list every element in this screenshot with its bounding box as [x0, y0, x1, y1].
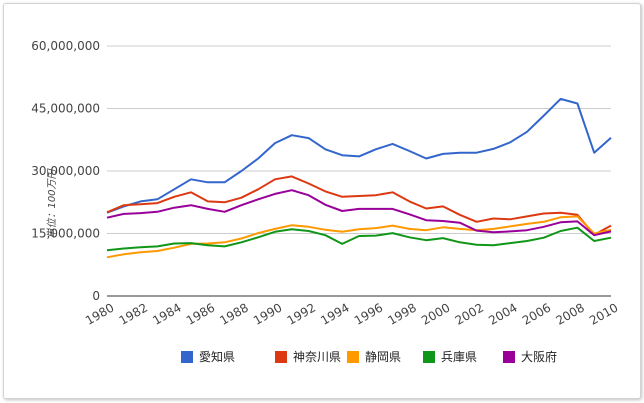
- series-line-4: [106, 226, 612, 252]
- legend-swatch: [181, 351, 193, 363]
- y-axis-label: 単位：100万円: [46, 167, 58, 238]
- line-chart: 0 15,000,000 30,000,000 45,000,000 60,000,00…: [31, 39, 620, 364]
- y-tick-label: 15,000,000: [31, 227, 100, 241]
- y-tick-label: 30,000,000: [31, 164, 100, 178]
- legend-swatch: [423, 351, 435, 363]
- grid-lines: [107, 45, 611, 297]
- x-tick-label: 1998: [385, 300, 418, 327]
- legend-label: 静岡県: [365, 350, 401, 364]
- x-tick-label: 2002: [453, 300, 486, 327]
- legend: 愛知県 神奈川県 静岡県 兵庫県 大阪府: [181, 349, 557, 364]
- x-tick-label: 2008: [553, 300, 586, 327]
- legend-item: 大阪府: [503, 349, 557, 364]
- legend-label: 愛知県: [199, 350, 235, 364]
- series-lines: [106, 97, 612, 259]
- x-tick-label: 1994: [318, 300, 351, 327]
- legend-swatch: [347, 351, 359, 363]
- series-line-1: [106, 97, 612, 214]
- legend-label: 大阪府: [521, 349, 557, 364]
- y-tick-labels: 0 15,000,000 30,000,000 45,000,000 60,000,00…: [31, 39, 100, 303]
- x-tick-label: 1980: [83, 300, 116, 327]
- series-line-2: [106, 175, 612, 236]
- x-tick-label: 1986: [184, 300, 217, 327]
- x-tick-labels: 1980 1982 1984 1986 1988 1990 1992 1994 1996 1998…: [83, 300, 620, 327]
- y-tick-label: 45,000,000: [31, 102, 100, 116]
- legend-item: 兵庫県: [423, 350, 477, 364]
- x-tick-label: 1982: [117, 300, 150, 327]
- x-tick-label: 2006: [520, 300, 553, 327]
- series-line-5: [106, 189, 612, 237]
- chart-frame: 0 15,000,000 30,000,000 45,000,000 60,000,00…: [3, 3, 641, 399]
- legend-label: 神奈川県: [293, 350, 341, 364]
- legend-item: 静岡県: [347, 350, 401, 364]
- x-tick-label: 1992: [285, 300, 318, 327]
- x-tick-label: 1984: [150, 300, 183, 327]
- legend-item: 神奈川県: [275, 350, 341, 364]
- legend-swatch: [275, 351, 287, 363]
- x-tick-label: 1996: [352, 300, 385, 327]
- x-tick-label: 1990: [251, 300, 284, 327]
- y-tick-label: 60,000,000: [31, 39, 100, 53]
- legend-swatch: [503, 351, 515, 363]
- legend-item: 愛知県: [181, 350, 235, 364]
- x-tick-label: 2004: [486, 300, 519, 327]
- y-tick-label: 0: [92, 289, 100, 303]
- x-tick-label: 2010: [587, 300, 620, 327]
- x-tick-label: 1988: [217, 300, 250, 327]
- x-tick-label: 2000: [419, 300, 452, 327]
- legend-label: 兵庫県: [441, 350, 477, 364]
